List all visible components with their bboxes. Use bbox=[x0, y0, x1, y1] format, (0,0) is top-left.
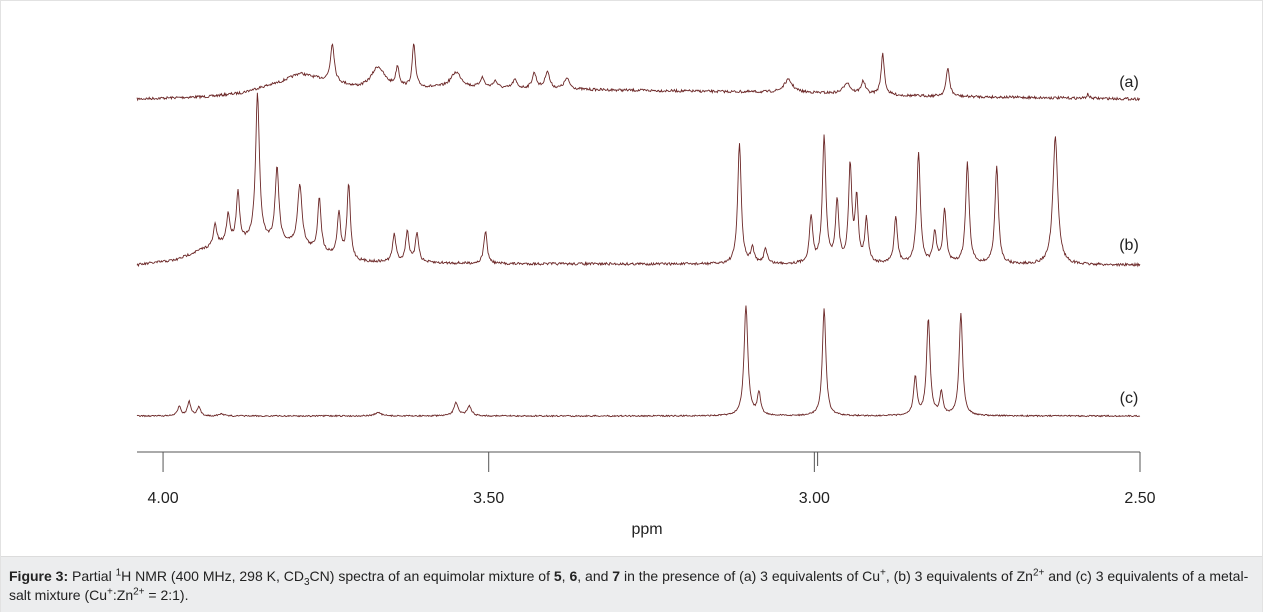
figure-caption: Figure 3: Partial 1H NMR (400 MHz, 298 K… bbox=[9, 567, 1254, 605]
caption-sup: + bbox=[880, 567, 886, 579]
caption-text: H NMR (400 MHz, 298 K, CD bbox=[121, 568, 304, 584]
caption-sup: 2+ bbox=[133, 586, 145, 598]
x-axis-ticks: 4.00 3.50 3.00 2.50 bbox=[147, 452, 1156, 507]
caption-sup: 1 bbox=[115, 567, 122, 579]
series-label-b: (b) bbox=[1119, 237, 1139, 254]
spectrum-trace-c bbox=[136, 305, 1141, 418]
caption-text: , and bbox=[577, 568, 613, 584]
caption-text: :Zn bbox=[112, 587, 134, 603]
caption-compound: 7 bbox=[612, 568, 621, 584]
x-tick-label: 3.00 bbox=[799, 490, 830, 507]
caption-text: = 2:1). bbox=[144, 587, 189, 603]
spectra-group bbox=[136, 43, 1141, 418]
caption-text: , (b) 3 equivalents of Zn bbox=[885, 568, 1033, 584]
caption-sub: 3 bbox=[303, 576, 310, 588]
x-tick-label: 4.00 bbox=[147, 490, 178, 507]
caption-text: and (c) 3 equivalents of a metal-salt mi… bbox=[9, 568, 1249, 603]
spectrum-trace-b bbox=[136, 92, 1141, 268]
series-labels: (a) (b) (c) bbox=[1119, 74, 1139, 407]
x-tick-label: 3.50 bbox=[473, 490, 504, 507]
series-label-c: (c) bbox=[1120, 390, 1139, 407]
caption-text: , bbox=[561, 568, 570, 584]
caption-compound: 5 bbox=[553, 568, 562, 584]
x-tick-label: 2.50 bbox=[1124, 490, 1155, 507]
caption-text: CN) spectra of an equimolar mixture of bbox=[309, 568, 554, 584]
x-axis-label: ppm bbox=[631, 521, 662, 538]
caption-label: Figure 3: bbox=[9, 568, 69, 584]
nmr-spectra-chart: (a) (b) (c) 4.00 3.50 3.00 2.50 ppm bbox=[136, 43, 1156, 538]
spectrum-trace-a bbox=[136, 43, 1141, 102]
caption-compound: 6 bbox=[569, 568, 578, 584]
caption-text: in the presence of (a) 3 equivalents of … bbox=[620, 568, 881, 584]
caption-box: Figure 3: Partial 1H NMR (400 MHz, 298 K… bbox=[1, 556, 1262, 612]
series-label-a: (a) bbox=[1119, 74, 1139, 91]
caption-sup: + bbox=[107, 586, 113, 598]
plot-area: (a) (b) (c) 4.00 3.50 3.00 2.50 ppm bbox=[1, 1, 1262, 555]
caption-text: Partial bbox=[68, 568, 116, 584]
caption-sup: 2+ bbox=[1032, 567, 1045, 579]
